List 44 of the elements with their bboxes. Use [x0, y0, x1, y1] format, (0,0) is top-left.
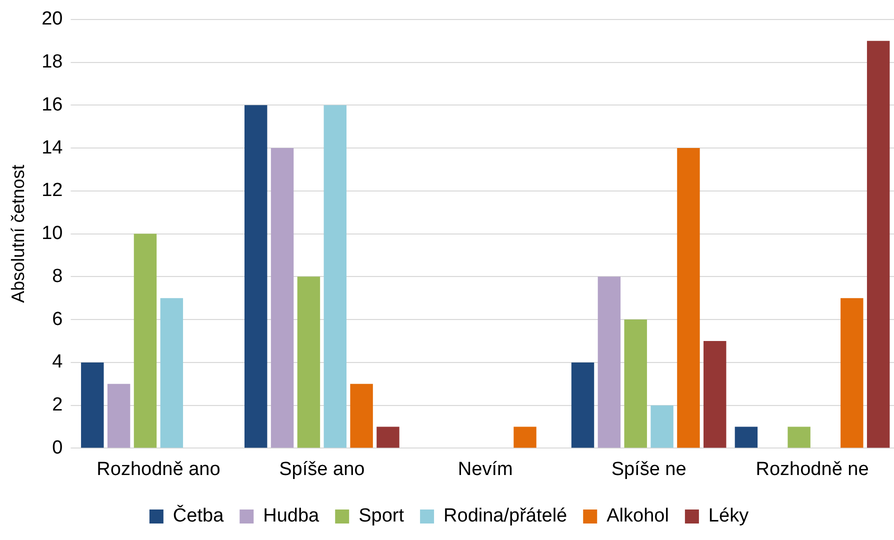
y-tick-label: 12: [42, 180, 63, 202]
bar: [350, 384, 373, 448]
bar: [514, 426, 536, 448]
x-tick-label: Rozhodně ne: [756, 458, 869, 480]
legend-label: Hudba: [263, 506, 320, 527]
x-tick-label: Nevím: [458, 458, 513, 480]
bar: [134, 234, 157, 448]
y-tick-label: 2: [52, 394, 63, 416]
bar: [788, 426, 810, 448]
bar: [324, 105, 346, 448]
bar: [598, 276, 621, 448]
y-tick-label: 16: [42, 94, 63, 116]
bar: [734, 426, 758, 448]
bar: [297, 276, 320, 448]
y-tick-label: 8: [52, 266, 63, 287]
y-tick-label: 6: [52, 308, 63, 330]
x-tick-label: Spíše ano: [279, 458, 365, 480]
y-tick-label: 20: [42, 8, 63, 30]
x-tick-label: Spíše ne: [611, 458, 686, 480]
x-tick-label: Rozhodně ano: [96, 458, 220, 480]
legend-label: Sport: [358, 506, 405, 527]
bar: [244, 105, 268, 448]
legend-label: Rodina/přátelé: [444, 506, 568, 527]
bar: [160, 298, 184, 448]
legend-label: Četba: [172, 504, 224, 527]
bar: [624, 320, 647, 448]
y-tick-label: 4: [52, 352, 64, 373]
y-tick-label: 10: [42, 223, 63, 244]
y-tick-label: 18: [42, 52, 63, 73]
legend-label: Léky: [708, 506, 750, 527]
bar: [270, 148, 294, 448]
legend-label: Alkohol: [606, 506, 669, 527]
bar: [650, 405, 674, 448]
bar: [677, 148, 700, 448]
bar: [866, 40, 890, 448]
bar: [571, 362, 594, 448]
bar: [107, 384, 130, 448]
bar: [704, 341, 726, 448]
y-tick-label: 0: [52, 437, 63, 458]
bar: [840, 298, 864, 448]
y-axis-title: Absolutní četnost: [8, 164, 28, 303]
y-tick-label: 14: [42, 137, 64, 158]
bar: [81, 362, 104, 448]
bar: [376, 426, 400, 448]
